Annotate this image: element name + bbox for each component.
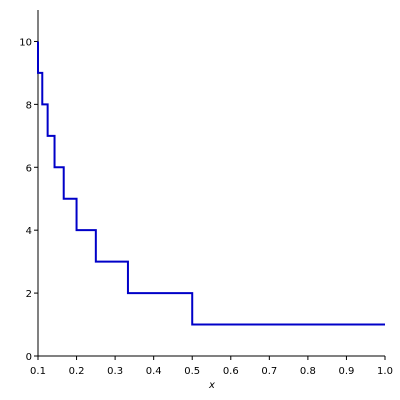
x-tick-label: 0.3 [107, 366, 123, 377]
x-tick-label: 0.8 [300, 366, 316, 377]
x-tick-label: 1.0 [377, 366, 393, 377]
x-tick-label: 0.7 [261, 366, 277, 377]
x-tick-label: 0.5 [184, 366, 200, 377]
y-tick-label: 0 [26, 352, 32, 363]
y-tick-label: 2 [26, 289, 32, 300]
y-tick-label: 6 [26, 163, 32, 174]
x-tick-label: 0.2 [69, 366, 85, 377]
line [37, 41, 385, 326]
y-tick-label: 4 [26, 226, 32, 237]
x-tick-label: 0.6 [223, 366, 239, 377]
y-tick-label: 10 [19, 37, 32, 48]
x-tick-label: 0.1 [30, 366, 46, 377]
x-axis-label: x [208, 380, 215, 391]
x-tick-label: 0.4 [146, 366, 162, 377]
x-tick-label: 0.9 [338, 366, 354, 377]
y-tick-label: 8 [26, 100, 32, 111]
